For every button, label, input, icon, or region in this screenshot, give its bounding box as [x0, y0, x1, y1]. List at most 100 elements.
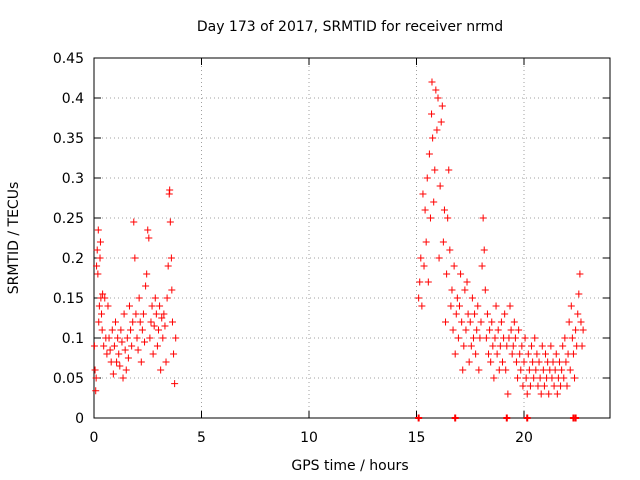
data-point	[454, 334, 462, 342]
data-point	[474, 302, 482, 310]
data-point	[515, 326, 523, 334]
data-point	[561, 334, 569, 342]
data-point	[538, 342, 546, 350]
data-point	[471, 310, 479, 318]
data-point	[166, 218, 174, 226]
data-point	[516, 350, 524, 358]
data-point	[557, 382, 565, 390]
data-point	[131, 254, 139, 262]
data-point	[415, 414, 423, 422]
data-point	[451, 350, 459, 358]
data-point	[445, 166, 453, 174]
data-point	[519, 382, 527, 390]
data-point	[507, 326, 515, 334]
data-point	[110, 342, 118, 350]
data-point	[430, 198, 438, 206]
data-point	[153, 342, 161, 350]
data-point	[149, 350, 157, 358]
data-point	[572, 326, 580, 334]
data-point	[127, 326, 135, 334]
data-point	[155, 326, 162, 334]
data-point	[488, 318, 496, 326]
data-point	[497, 318, 505, 326]
data-point	[157, 366, 165, 374]
data-point	[424, 278, 432, 286]
data-point	[562, 358, 570, 366]
data-point	[160, 310, 168, 318]
data-point	[164, 262, 172, 270]
data-point	[132, 310, 140, 318]
chart-title: Day 173 of 2017, SRMTID for receiver nrm…	[197, 19, 503, 35]
data-point	[468, 294, 476, 302]
data-point	[142, 282, 150, 290]
data-point	[421, 206, 429, 214]
data-point	[461, 286, 469, 294]
data-point	[549, 358, 557, 366]
data-point	[114, 334, 122, 342]
data-point	[517, 366, 525, 374]
data-point	[108, 326, 116, 334]
data-point	[105, 334, 113, 342]
data-point	[464, 310, 472, 318]
data-point	[469, 334, 477, 342]
y-tick-label: 0.3	[62, 171, 84, 187]
data-point	[425, 150, 433, 158]
data-point	[161, 322, 169, 330]
data-point	[540, 382, 548, 390]
data-point	[90, 342, 98, 350]
data-point	[534, 382, 542, 390]
data-point	[104, 302, 112, 310]
data-point	[568, 334, 576, 342]
data-point	[162, 358, 170, 366]
data-point	[459, 366, 467, 374]
data-point	[158, 314, 166, 322]
data-point	[433, 126, 441, 134]
data-point	[117, 326, 125, 334]
data-point	[492, 302, 500, 310]
x-tick-label: 15	[408, 430, 426, 446]
data-point	[522, 374, 530, 382]
y-tick-label: 0	[75, 411, 84, 427]
data-point	[168, 286, 176, 294]
data-point	[533, 350, 541, 358]
data-point	[542, 350, 549, 358]
data-point	[119, 374, 127, 382]
data-point	[493, 350, 501, 358]
data-point	[416, 278, 424, 286]
data-point	[537, 390, 545, 398]
data-point	[506, 302, 514, 310]
data-point	[511, 334, 519, 342]
data-point	[150, 322, 158, 330]
data-point	[473, 326, 481, 334]
data-point	[486, 326, 494, 334]
data-point	[94, 270, 102, 278]
data-point	[435, 254, 443, 262]
data-point	[429, 134, 437, 142]
data-point	[143, 270, 151, 278]
y-tick-label: 0.35	[53, 131, 84, 147]
data-point	[115, 350, 123, 358]
data-point	[526, 382, 534, 390]
data-point	[95, 302, 103, 310]
data-point	[547, 342, 555, 350]
data-point	[130, 218, 138, 226]
data-point	[525, 366, 533, 374]
data-point	[112, 318, 119, 326]
data-point	[558, 366, 566, 374]
data-point	[553, 390, 561, 398]
data-point	[476, 334, 484, 342]
data-point	[166, 186, 174, 194]
data-point	[148, 302, 156, 310]
data-point	[431, 166, 439, 174]
data-point	[504, 390, 512, 398]
data-point	[485, 350, 493, 358]
data-point	[442, 318, 450, 326]
data-point	[144, 226, 152, 234]
data-point	[575, 290, 583, 298]
data-point	[415, 294, 423, 302]
data-point	[113, 358, 121, 366]
data-point	[453, 294, 461, 302]
y-tick-label: 0.25	[53, 211, 84, 227]
data-point	[524, 350, 532, 358]
y-tick-label: 0.1	[62, 331, 84, 347]
